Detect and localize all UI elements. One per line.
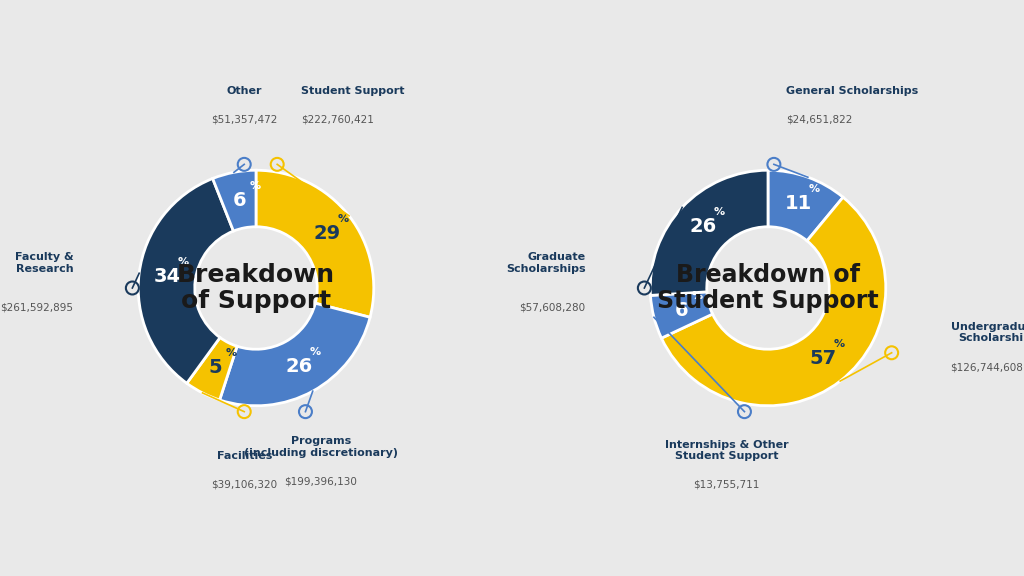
Text: %: % xyxy=(178,257,189,267)
Text: $57,608,280: $57,608,280 xyxy=(519,302,586,312)
Text: $126,744,608: $126,744,608 xyxy=(950,362,1023,372)
Text: %: % xyxy=(834,339,845,349)
Text: $13,755,711: $13,755,711 xyxy=(693,480,760,490)
Text: Faculty &
Research: Faculty & Research xyxy=(14,252,74,274)
Wedge shape xyxy=(650,292,713,338)
Text: 57: 57 xyxy=(809,349,837,368)
Text: Student Support: Student Support xyxy=(301,86,404,96)
Text: 29: 29 xyxy=(313,223,340,242)
Wedge shape xyxy=(650,170,768,295)
Text: 26: 26 xyxy=(286,357,312,376)
Text: $261,592,895: $261,592,895 xyxy=(0,302,74,312)
Wedge shape xyxy=(138,179,233,383)
Wedge shape xyxy=(219,303,370,406)
Text: %: % xyxy=(714,207,725,217)
Text: %: % xyxy=(692,291,703,301)
Text: 5: 5 xyxy=(209,358,222,377)
Text: %: % xyxy=(226,348,238,358)
Wedge shape xyxy=(213,170,256,231)
Text: $39,106,320: $39,106,320 xyxy=(211,480,278,490)
Text: Breakdown: Breakdown xyxy=(177,263,335,287)
Text: $51,357,472: $51,357,472 xyxy=(211,115,278,125)
Text: Student Support: Student Support xyxy=(657,289,879,313)
Text: %: % xyxy=(337,214,348,223)
Text: $24,651,822: $24,651,822 xyxy=(785,115,852,125)
Text: %: % xyxy=(809,184,820,194)
Text: 34: 34 xyxy=(154,267,181,286)
Text: %: % xyxy=(309,347,321,357)
Wedge shape xyxy=(256,170,374,317)
Text: %: % xyxy=(250,181,261,191)
Wedge shape xyxy=(186,338,238,400)
Text: of Support: of Support xyxy=(181,289,331,313)
Text: Graduate
Scholarships: Graduate Scholarships xyxy=(506,252,586,274)
Text: 11: 11 xyxy=(784,194,812,213)
Text: Facilities: Facilities xyxy=(216,451,272,461)
Text: Internships & Other
Student Support: Internships & Other Student Support xyxy=(665,439,788,461)
Text: $199,396,130: $199,396,130 xyxy=(285,476,357,486)
Wedge shape xyxy=(768,170,843,241)
Text: General Scholarships: General Scholarships xyxy=(785,86,918,96)
Text: Programs
(including discretionary): Programs (including discretionary) xyxy=(244,436,397,457)
Text: 6: 6 xyxy=(232,191,246,210)
Text: 26: 26 xyxy=(689,217,717,236)
Text: $222,760,421: $222,760,421 xyxy=(301,115,374,125)
Text: Undergraduate
Scholarships: Undergraduate Scholarships xyxy=(950,322,1024,343)
Wedge shape xyxy=(662,197,886,406)
Text: 6: 6 xyxy=(675,301,688,320)
Text: Breakdown of: Breakdown of xyxy=(676,263,860,287)
Text: Other: Other xyxy=(226,86,262,96)
